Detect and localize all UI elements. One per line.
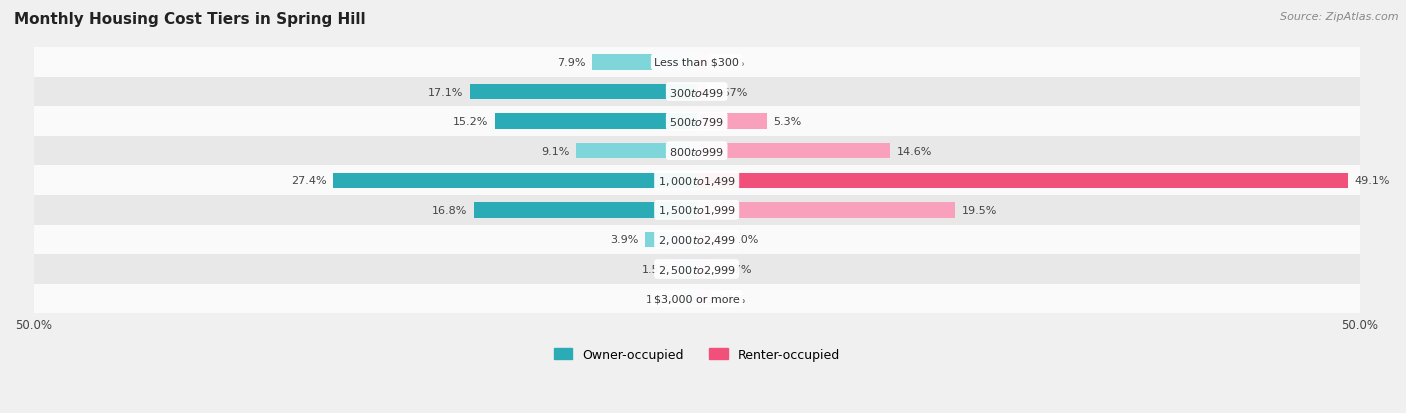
Text: 3.9%: 3.9% (610, 235, 638, 245)
Bar (495, 114, 697, 129)
Text: 19.5%: 19.5% (962, 205, 997, 215)
Bar (681, 291, 697, 306)
Text: Source: ZipAtlas.com: Source: ZipAtlas.com (1281, 12, 1399, 22)
Bar (34, 78, 1360, 107)
Text: 16.8%: 16.8% (432, 205, 467, 215)
Text: 1.0%: 1.0% (717, 58, 745, 68)
Text: 0.97%: 0.97% (716, 264, 752, 274)
Text: 27.4%: 27.4% (291, 176, 326, 186)
Bar (697, 114, 768, 129)
Bar (676, 262, 697, 277)
Bar (697, 262, 710, 277)
Bar (697, 144, 890, 159)
Text: $3,000 or more: $3,000 or more (654, 294, 740, 304)
Text: $1,500 to $1,999: $1,500 to $1,999 (658, 204, 735, 217)
Bar (576, 144, 697, 159)
Text: 2.0%: 2.0% (730, 235, 758, 245)
Bar (697, 55, 710, 71)
Bar (34, 107, 1360, 137)
Text: 15.2%: 15.2% (453, 117, 488, 127)
Text: 14.6%: 14.6% (897, 146, 932, 156)
Bar (697, 173, 1348, 188)
Text: 1.5%: 1.5% (643, 264, 671, 274)
Text: 7.9%: 7.9% (557, 58, 585, 68)
Text: $1,000 to $1,499: $1,000 to $1,499 (658, 174, 735, 188)
Bar (34, 137, 1360, 166)
Text: $300 to $499: $300 to $499 (669, 86, 724, 98)
Bar (333, 173, 697, 188)
Bar (592, 55, 697, 71)
Bar (474, 203, 697, 218)
Text: $800 to $999: $800 to $999 (669, 145, 724, 157)
Bar (697, 291, 711, 306)
Text: $500 to $799: $500 to $799 (669, 116, 724, 128)
Text: 17.1%: 17.1% (427, 87, 463, 97)
Text: $2,500 to $2,999: $2,500 to $2,999 (658, 263, 735, 276)
Bar (34, 225, 1360, 255)
Bar (697, 232, 723, 247)
Bar (645, 232, 697, 247)
Text: 5.3%: 5.3% (773, 117, 801, 127)
Text: 0.67%: 0.67% (713, 87, 748, 97)
Bar (34, 284, 1360, 313)
Text: 9.1%: 9.1% (541, 146, 569, 156)
Bar (697, 85, 706, 100)
Text: Monthly Housing Cost Tiers in Spring Hill: Monthly Housing Cost Tiers in Spring Hil… (14, 12, 366, 27)
Legend: Owner-occupied, Renter-occupied: Owner-occupied, Renter-occupied (548, 343, 845, 366)
Bar (34, 255, 1360, 284)
Text: $2,000 to $2,499: $2,000 to $2,499 (658, 233, 735, 246)
Text: 49.1%: 49.1% (1354, 176, 1391, 186)
Text: 1.1%: 1.1% (718, 294, 747, 304)
Bar (697, 203, 955, 218)
Bar (34, 166, 1360, 196)
Text: 1.2%: 1.2% (645, 294, 673, 304)
Bar (34, 48, 1360, 78)
Bar (470, 85, 697, 100)
Bar (34, 196, 1360, 225)
Text: Less than $300: Less than $300 (654, 58, 740, 68)
